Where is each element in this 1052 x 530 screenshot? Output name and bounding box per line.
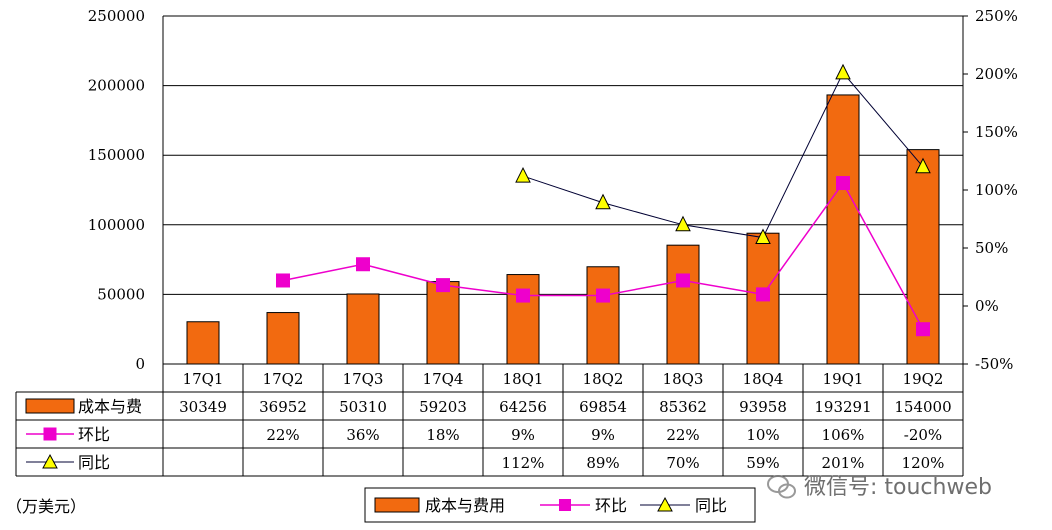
y-left-tick-label: 100000 <box>88 216 145 234</box>
y-right-tick-label: 150% <box>975 123 1018 141</box>
y-right-tick-label: 0% <box>975 297 999 315</box>
x-category-label: 18Q2 <box>583 370 624 388</box>
legend-label: 成本与费用 <box>425 496 505 515</box>
x-category-label: 17Q1 <box>183 370 224 388</box>
y-left-tick-label: 0 <box>135 355 145 373</box>
table-cell: 36952 <box>259 398 307 416</box>
bar <box>506 274 540 365</box>
bar <box>826 94 860 365</box>
x-category-label: 19Q1 <box>823 370 864 388</box>
point-marker <box>515 166 531 183</box>
bar <box>426 281 460 365</box>
table-cell: 64256 <box>499 398 547 416</box>
table-cell: 22% <box>266 426 299 444</box>
legend-key <box>657 496 673 512</box>
y-right-tick-label: 200% <box>975 65 1018 83</box>
legend-key <box>559 499 571 511</box>
point-marker <box>835 63 851 80</box>
table-cell: 18% <box>426 426 459 444</box>
x-category-label: 18Q3 <box>663 370 704 388</box>
table-cell: 85362 <box>659 398 707 416</box>
y-right-tick-label: 250% <box>975 7 1018 25</box>
wechat-logo-icon <box>767 475 796 499</box>
table-cell: 93958 <box>739 398 787 416</box>
table-cell: 120% <box>902 454 945 472</box>
table-cell: 10% <box>746 426 779 444</box>
x-category-label: 17Q3 <box>343 370 384 388</box>
point-marker <box>356 257 370 272</box>
x-category-label: 18Q1 <box>503 370 544 388</box>
bar <box>186 321 220 365</box>
table-legend-key <box>42 453 58 469</box>
point-marker <box>436 278 450 293</box>
y-right-tick-label: -50% <box>975 355 1013 373</box>
point-marker <box>276 273 290 288</box>
table-cell: 9% <box>591 426 615 444</box>
table-cell: 59203 <box>419 398 467 416</box>
point-marker <box>676 273 690 288</box>
y-left-tick-label: 50000 <box>97 285 145 303</box>
y-left-tick-label: 250000 <box>88 7 145 25</box>
table-cell: 89% <box>586 454 619 472</box>
table-row-header: 成本与费 <box>78 397 142 416</box>
table-cell: 22% <box>666 426 699 444</box>
y-right-tick-label: 100% <box>975 181 1018 199</box>
table-cell: -20% <box>904 426 942 444</box>
watermark-text: 微信号: touchweb <box>804 475 992 500</box>
table-cell: 154000 <box>894 398 951 416</box>
bar <box>666 244 700 365</box>
x-category-label: 18Q4 <box>743 370 784 388</box>
table-cell: 70% <box>666 454 699 472</box>
legend-label: 环比 <box>595 496 627 515</box>
table-cell: 59% <box>746 454 779 472</box>
y-left-tick-label: 150000 <box>88 146 145 164</box>
y-left-tick-label: 200000 <box>88 77 145 95</box>
x-category-label: 17Q4 <box>423 370 464 388</box>
table-cell: 30349 <box>179 398 227 416</box>
table-cell: 201% <box>822 454 865 472</box>
x-category-label: 19Q2 <box>903 370 944 388</box>
x-category-label: 17Q2 <box>263 370 304 388</box>
point-marker <box>516 288 530 303</box>
point-marker <box>595 193 611 210</box>
point-marker <box>916 322 930 337</box>
table-cell: 106% <box>822 426 865 444</box>
bar <box>346 293 380 365</box>
legend-key <box>374 497 420 513</box>
table-legend-key <box>43 427 57 441</box>
bar <box>586 266 620 365</box>
table-cell: 50310 <box>339 398 387 416</box>
bar <box>266 312 300 365</box>
legend-label: 同比 <box>695 496 727 515</box>
point-marker <box>836 176 850 191</box>
table-cell: 112% <box>502 454 545 472</box>
table-cell: 9% <box>511 426 535 444</box>
table-cell: 193291 <box>814 398 871 416</box>
table-row-header: 同比 <box>78 453 110 472</box>
unit-label: （万美元） <box>6 497 86 516</box>
table-cell: 36% <box>346 426 379 444</box>
series-line <box>522 71 924 239</box>
point-marker <box>756 287 770 302</box>
table-legend-key <box>25 398 75 414</box>
point-marker <box>755 228 771 245</box>
table-cell: 69854 <box>579 398 627 416</box>
y-right-tick-label: 50% <box>975 239 1008 257</box>
table-row-header: 环比 <box>78 425 110 444</box>
point-marker <box>915 157 931 174</box>
point-marker <box>675 215 691 232</box>
point-marker <box>596 288 610 303</box>
